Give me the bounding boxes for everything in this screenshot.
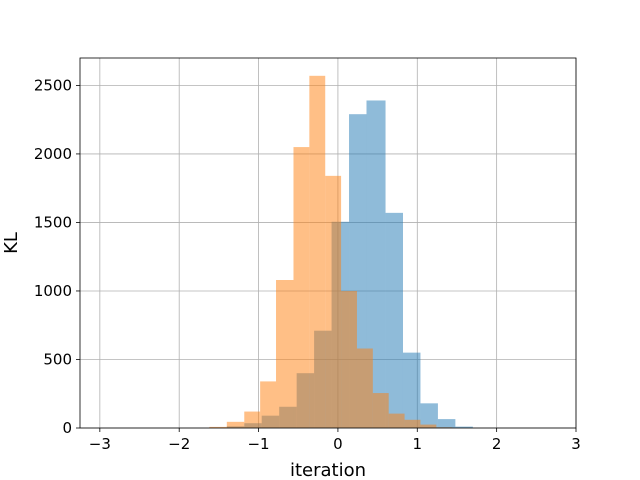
histogram-bar-series-2 [293, 147, 310, 428]
x-axis-label: iteration [290, 460, 366, 480]
x-tick-label: 0 [333, 435, 343, 453]
histogram-bar-series-1 [437, 419, 456, 428]
histogram-bar-series-1 [420, 403, 438, 428]
bars [209, 75, 473, 429]
histogram-bar-series-2 [404, 419, 421, 428]
histogram-bar-series-1 [385, 212, 403, 428]
y-tick-label: 500 [43, 350, 72, 368]
x-tick-label: 1 [413, 435, 423, 453]
y-tick-label: 2500 [34, 76, 72, 94]
plot-frame [79, 57, 577, 429]
x-tick-label: 2 [492, 435, 502, 453]
x-tick-label: −2 [168, 435, 190, 453]
histogram-bar-series-1 [366, 100, 386, 429]
histogram-bar-series-1 [455, 426, 473, 428]
y-tick-label: 1500 [34, 213, 72, 231]
x-tick-label: −3 [89, 435, 111, 453]
histogram-bar-series-2 [372, 393, 389, 428]
axis-ticks: −3 −2 −1 0 1 2 3 0 500 1000 1500 2000 2500 [34, 76, 581, 453]
histogram-bar-series-2 [325, 175, 342, 428]
histogram-bar-series-2 [388, 413, 405, 428]
histogram-bar-series-2 [341, 290, 357, 428]
histogram-bar-series-2 [260, 381, 277, 428]
histogram-bar-series-2 [356, 348, 373, 428]
histogram-bar-series-2 [276, 280, 294, 428]
histogram-bar-series-2 [209, 426, 227, 428]
histogram-bar-series-2 [226, 421, 245, 428]
y-tick-label: 2000 [34, 145, 72, 163]
histogram-bar-series-2 [420, 424, 437, 428]
histogram-bar-series-2 [309, 75, 326, 428]
x-tick-label: −1 [247, 435, 269, 453]
y-axis-label: KL [1, 232, 22, 254]
y-tick-label: 1000 [34, 282, 72, 300]
x-tick-label: 3 [571, 435, 581, 453]
y-tick-label: 0 [62, 419, 72, 437]
histogram-bar-series-2 [244, 411, 261, 428]
histogram-bar-series-1 [402, 352, 421, 428]
